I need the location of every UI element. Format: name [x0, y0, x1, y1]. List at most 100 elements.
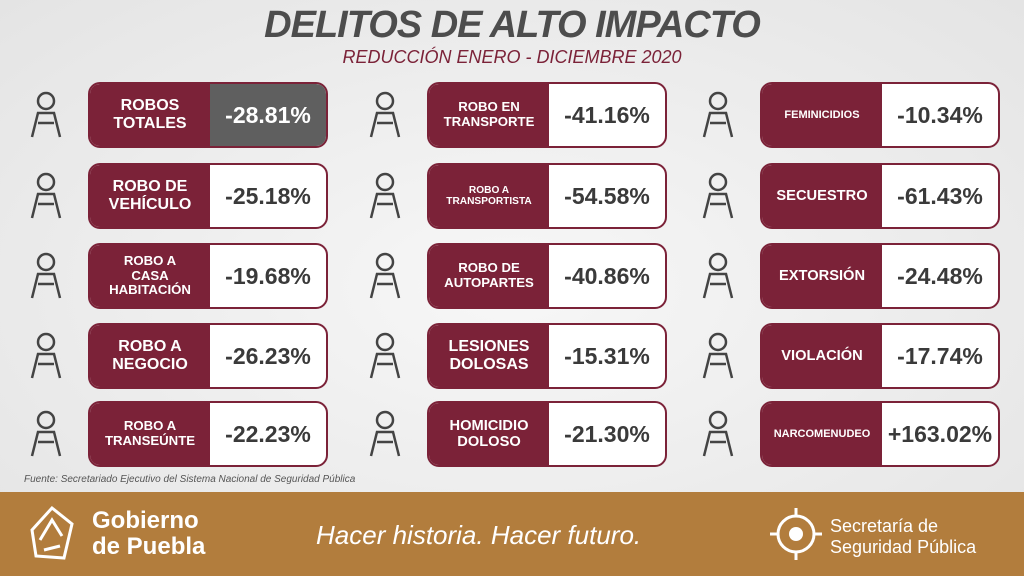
crime-label: ROBO EN TRANSPORTE	[429, 84, 549, 146]
icon	[30, 172, 62, 219]
crime-value: -26.23%	[225, 342, 311, 369]
label-line: ROBO A	[118, 338, 182, 356]
crime-value: -40.86%	[564, 262, 650, 289]
crime-card: FEMINICIDIOS -10.34%	[760, 82, 1000, 148]
crime-label: ROBO DE VEHÍCULO	[90, 165, 210, 227]
icon	[369, 332, 401, 379]
icon	[30, 410, 62, 457]
agency-line: Seguridad Pública	[830, 536, 977, 557]
crime-value: -15.31%	[564, 342, 650, 369]
label-line: AUTOPARTES	[444, 275, 534, 290]
crime-label: FEMINICIDIOS	[762, 84, 882, 146]
crime-value: -54.58%	[564, 182, 650, 209]
label-line: TOTALES	[113, 115, 187, 132]
label-line: ROBO A	[123, 418, 177, 434]
icon	[702, 252, 734, 299]
logo	[30, 505, 74, 560]
crime-label: SECUESTRO	[762, 165, 882, 227]
label-line: ROBO DE	[112, 178, 188, 196]
crime-value: -17.74%	[897, 342, 983, 369]
icon	[369, 172, 401, 219]
icon	[30, 332, 62, 379]
label-line: NEGOCIO	[112, 356, 188, 373]
label-line: VEHÍCULO	[108, 196, 192, 213]
icon	[702, 91, 734, 138]
crime-value: -21.30%	[564, 420, 650, 447]
label-line: TRANSPORTE	[443, 114, 535, 129]
crime-value: +163.02%	[887, 420, 993, 447]
crime-label: ROBO A CASA HABITACIÓN	[90, 245, 210, 307]
crime-value: -41.16%	[564, 101, 650, 128]
label-line: NARCOMENUDEO	[773, 427, 871, 440]
label-line: VIOLACIÓN	[781, 347, 863, 364]
crime-label: NARCOMENUDEO	[762, 403, 882, 465]
crime-card: HOMICIDIO DOLOSO -21.30%	[427, 401, 667, 467]
crime-label: ROBO A NEGOCIO	[90, 325, 210, 387]
crime-label: ROBOS TOTALES	[90, 84, 210, 146]
footer: Gobierno de Puebla Hacer historia. Hacer…	[0, 492, 1024, 576]
crime-value: -22.23%	[225, 420, 311, 447]
label-line: ROBO A	[468, 184, 510, 196]
brand: Gobierno de Puebla	[92, 507, 206, 561]
crime-card: ROBO DE VEHÍCULO -25.18%	[88, 163, 328, 229]
icon	[369, 410, 401, 457]
source-note: Fuente: Secretariado Ejecutivo del Siste…	[24, 474, 356, 485]
subtitle: REDUCCIÓN ENERO - DICIEMBRE 2020	[342, 47, 682, 67]
crime-card: ROBO A TRANSEÚNTE -22.23%	[88, 401, 328, 467]
label-line: LESIONES	[448, 338, 530, 356]
icon	[30, 91, 62, 138]
label-line: ROBO DE	[458, 260, 520, 276]
label-line: HOMICIDIO	[449, 417, 529, 434]
label-line: SECUESTRO	[776, 187, 868, 204]
crime-label: ROBO A TRANSPORTISTA	[429, 165, 549, 227]
crime-card: LESIONES DOLOSAS -15.31%	[427, 323, 667, 389]
label-line: TRANSEÚNTE	[104, 433, 196, 448]
crime-card: VIOLACIÓN -17.74%	[760, 323, 1000, 389]
crime-label: VIOLACIÓN	[762, 325, 882, 387]
icon	[702, 410, 734, 457]
label-line: ROBO A	[123, 253, 177, 269]
crime-value: -19.68%	[225, 262, 311, 289]
crime-card: ROBO DE AUTOPARTES -40.86%	[427, 243, 667, 309]
crime-card: ROBO A CASA HABITACIÓN -19.68%	[88, 243, 328, 309]
crime-value: -10.34%	[897, 101, 983, 128]
label-line: FEMINICIDIOS	[784, 108, 860, 121]
crime-card: ROBO A TRANSPORTISTA -54.58%	[427, 163, 667, 229]
agency: Secretaría de Seguridad Pública	[830, 516, 976, 557]
agency-logo	[770, 508, 822, 560]
crime-value: -25.18%	[225, 182, 311, 209]
label-line: HABITACIÓN	[109, 282, 191, 298]
crime-value: -24.48%	[897, 262, 983, 289]
crime-value: -28.81%	[210, 84, 326, 146]
label-line: DOLOSAS	[449, 356, 529, 373]
crime-card: ROBO EN TRANSPORTE -41.16%	[427, 82, 667, 148]
icon	[702, 172, 734, 219]
title: DELITOS DE ALTO IMPACTO	[264, 4, 761, 46]
agency-line: Secretaría de	[830, 516, 939, 536]
crime-card: NARCOMENUDEO +163.02%	[760, 401, 1000, 467]
label-line: DOLOSO	[457, 434, 521, 450]
icon	[702, 332, 734, 379]
brand-line: Gobierno	[92, 507, 199, 534]
crime-card: SECUESTRO -61.43%	[760, 163, 1000, 229]
icon	[369, 252, 401, 299]
crime-label: HOMICIDIO DOLOSO	[429, 403, 549, 465]
icon	[369, 91, 401, 138]
slogan: Hacer historia. Hacer futuro.	[316, 520, 642, 550]
label-line: EXTORSIÓN	[778, 267, 866, 284]
crime-card: EXTORSIÓN -24.48%	[760, 243, 1000, 309]
crime-label: EXTORSIÓN	[762, 245, 882, 307]
label-line: CASA	[131, 267, 169, 283]
brand-line: de Puebla	[92, 533, 206, 561]
icon	[30, 252, 62, 299]
crime-card: ROBOS TOTALES -28.81%	[88, 82, 328, 148]
label-line: ROBO EN	[458, 99, 520, 115]
crime-value: -61.43%	[897, 182, 983, 209]
crime-label: ROBO A TRANSEÚNTE	[90, 403, 210, 465]
crime-label: LESIONES DOLOSAS	[429, 325, 549, 387]
label-line: TRANSPORTISTA	[446, 196, 532, 207]
label-line: ROBOS	[120, 97, 180, 115]
crime-label: ROBO DE AUTOPARTES	[429, 245, 549, 307]
crime-card: ROBO A NEGOCIO -26.23%	[88, 323, 328, 389]
